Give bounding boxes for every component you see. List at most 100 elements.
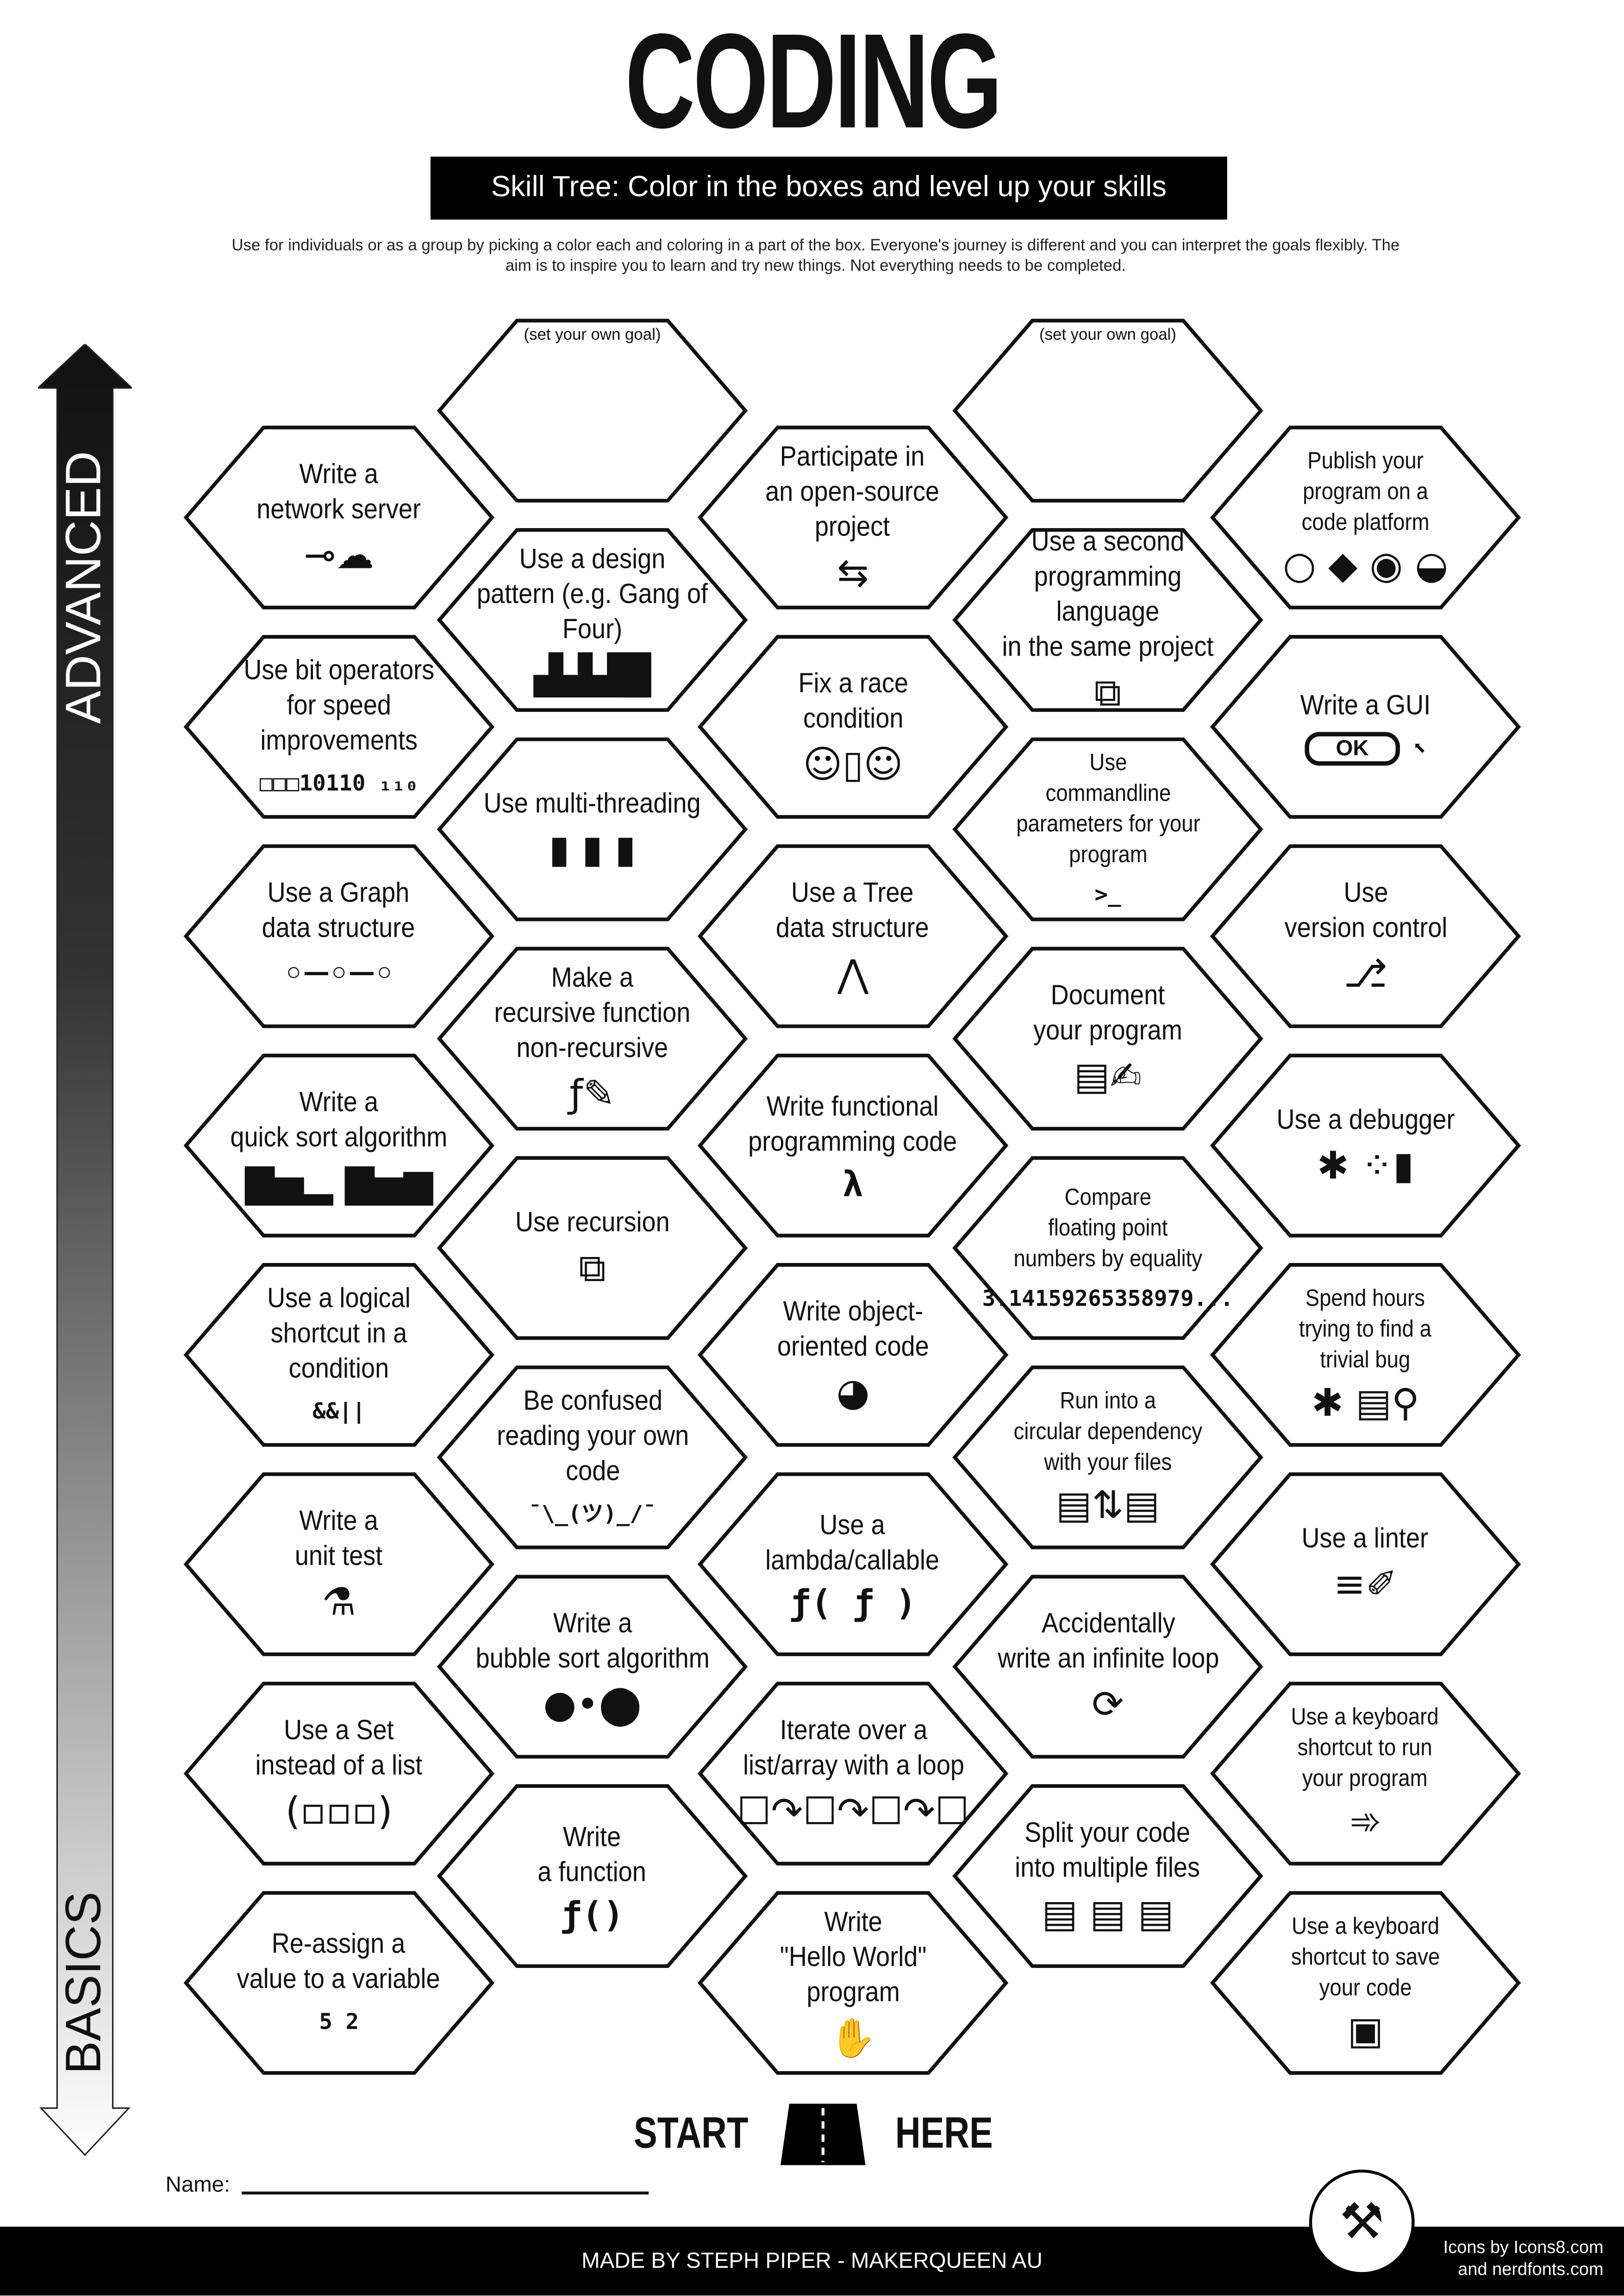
plug-cloud-icon: ⊸☁: [304, 533, 374, 578]
skill-label: Write "Hello World" program: [780, 1907, 927, 2008]
skill-hex: Accidentally write an infinite loop ⟳: [952, 1574, 1264, 1760]
title-text: CODING: [624, 7, 1002, 157]
skill-label: Use commandline parameters for your prog…: [1016, 751, 1200, 868]
name-field-line[interactable]: [241, 2191, 649, 2195]
skill-hex: Use recursion ⧉: [437, 1155, 749, 1341]
skill-hex: Document your program ▤✍: [952, 946, 1264, 1132]
bubbles-icon: ●•⬤: [543, 1683, 642, 1727]
own-goal-label: (set your own goal): [524, 326, 661, 344]
bits-icon: □□□10110 ₁₁₀: [260, 767, 418, 800]
skill-label: Participate in an open-source project: [766, 441, 940, 542]
skill-hex: Fix a race condition ☺▯☺: [697, 634, 1009, 820]
page-title: CODING: [0, 15, 1624, 149]
handshake-icon: ⇆: [837, 551, 869, 595]
credits-line-2: and nerdfonts.com: [1458, 2259, 1604, 2280]
function-edit-icon: ƒ✎: [569, 1072, 615, 1116]
skill-label: Re-assign a value to a variable: [237, 1929, 441, 1996]
icon-text: >_: [1094, 881, 1121, 908]
skill-hex: Re-assign a value to a variable 5 2: [183, 1890, 495, 2076]
skill-hex: Use a keyboard shortcut to save your cod…: [1210, 1890, 1522, 2076]
skill-hex: Write "Hello World" program ✋: [697, 1890, 1009, 2076]
circular-files-icon: ▤⇅▤: [1056, 1484, 1160, 1529]
skill-label: Accidentally write an infinite loop: [997, 1608, 1219, 1674]
set-icon: (▫▫▫): [285, 1790, 393, 1834]
skill-label: Write a network server: [256, 459, 421, 525]
skill-hex: Use version control ⎇: [1210, 843, 1522, 1029]
skill-hex: Write a network server ⊸☁: [183, 424, 495, 610]
skill-hex: Split your code into multiple files ▤ ▤ ▤: [952, 1783, 1264, 1969]
running-icon: ➾: [1349, 1800, 1382, 1845]
variable-icon: 5 2: [319, 2006, 359, 2038]
icon-text: &&||: [312, 1398, 366, 1425]
skill-label: Use recursion: [515, 1207, 670, 1238]
name-label: Name:: [165, 2172, 231, 2197]
terminal-icon: >_: [1094, 878, 1121, 911]
files-icon: ▤ ▤ ▤: [1042, 1892, 1174, 1936]
skill-label: Make a recursive function non-recursive: [494, 962, 691, 1064]
skill-label: Write functional programming code: [749, 1092, 958, 1158]
iterate-icon: ☐↷☐↷☐↷☐: [737, 1790, 969, 1834]
made-by: MADE BY STEPH PIPER - MAKERQUEEN AU: [581, 2248, 1043, 2274]
skill-hex: Participate in an open-source project ⇆: [697, 424, 1009, 610]
skill-label: Use version control: [1284, 877, 1447, 944]
race-icon: ☺▯☺: [803, 743, 903, 787]
ok-button-icon: OK ⬉: [1305, 731, 1426, 765]
icon-text: □□□10110 ₁₁₀: [259, 770, 418, 796]
icon-text: OK: [1305, 731, 1400, 765]
skill-hex: Use commandline parameters for your prog…: [952, 736, 1264, 922]
makerqueen-logo-icon: ⚒: [1309, 2169, 1415, 2275]
bar-sort-icon: ▇▅▂ ▇▅▆: [245, 1161, 433, 1206]
logic-icon: &&||: [312, 1395, 365, 1428]
skill-hex: Use a logical shortcut in a condition &&|…: [183, 1262, 495, 1448]
tree-icon: ⋀: [837, 952, 869, 996]
recursion-icon: ⧉: [579, 1246, 606, 1291]
skill-label: Fix a race condition: [798, 668, 908, 734]
document-pen-icon: ▤✍: [1074, 1055, 1142, 1099]
skill-label: Use a Tree data structure: [776, 877, 930, 944]
skill-label: Use a lambda/callable: [766, 1511, 940, 1577]
skill-hex: Write a bubble sort algorithm ●•⬤: [437, 1574, 749, 1760]
skill-label: Write a quick sort algorithm: [230, 1087, 448, 1153]
skill-label: Use a linter: [1302, 1523, 1429, 1554]
skill-label: Use multi-threading: [484, 788, 701, 819]
skill-hex: Use a Set instead of a list (▫▫▫): [183, 1680, 495, 1867]
skill-hex: Write a quick sort algorithm ▇▅▂ ▇▅▆: [183, 1052, 495, 1238]
icon-text: ƒ(): [560, 1894, 625, 1935]
skill-label: Be confused reading your own code: [496, 1386, 688, 1487]
subtitle-banner: Skill Tree: Color in the boxes and level…: [430, 156, 1227, 220]
skill-label: Write a GUI: [1300, 690, 1431, 721]
advanced-label: ADVANCED: [56, 451, 112, 724]
chips-icon: ▮ ▮ ▮: [549, 828, 636, 872]
floppy-icon: ▣: [1347, 2010, 1384, 2054]
skill-label: Iterate over a list/array with a loop: [742, 1715, 964, 1781]
skill-hex: Write a GUI OK ⬉: [1210, 634, 1522, 820]
icon-text: ¯\_(ツ)_/¯: [528, 1500, 656, 1527]
skill-hex: Use a design pattern (e.g. Gang of Four)…: [437, 527, 749, 713]
graph-icon: ◦─◦─◦: [282, 952, 396, 996]
platforms-icon: ○ ◆ ◉ ◒: [1283, 544, 1449, 589]
skill-hex: (set your own goal): [952, 317, 1264, 504]
skill-hex: Use bit operators for speed improvements…: [183, 634, 495, 820]
skill-label: Write a function: [538, 1823, 647, 1889]
icon-text: ƒ( ƒ ): [789, 1582, 917, 1624]
skill-hex: Use a debugger ✱ ⁘▮: [1210, 1052, 1522, 1238]
wave-icon: ✋: [829, 2016, 877, 2061]
branch-icon: ⎇: [1343, 952, 1388, 996]
skill-hex: Write a unit test ⚗: [183, 1471, 495, 1657]
skill-hex: Be confused reading your own code ¯\_(ツ)_…: [437, 1364, 749, 1550]
skill-label: Use a debugger: [1276, 1104, 1455, 1136]
instructions: Use for individuals or as a group by pic…: [231, 237, 1400, 275]
skill-hex: Write functional programming code λ: [697, 1052, 1009, 1238]
skill-label: Use a Graph data structure: [262, 877, 416, 944]
bug-search-icon: ✱ ▤⚲: [1312, 1382, 1420, 1426]
skill-hex: Use a Tree data structure ⋀: [697, 843, 1009, 1029]
icon-text: 5 2: [319, 2008, 359, 2035]
own-goal-label: (set your own goal): [1039, 326, 1176, 344]
test-tube-icon: ⚗: [322, 1580, 356, 1624]
lambda-icon: λ: [843, 1167, 864, 1202]
skill-hex: Write object- oriented code ◕: [697, 1262, 1009, 1448]
skill-label: Write a bubble sort algorithm: [475, 1608, 710, 1674]
pi-icon: 3.14159265358979...: [982, 1282, 1234, 1314]
bug-spray-icon: ✱ ⁘▮: [1317, 1144, 1414, 1188]
